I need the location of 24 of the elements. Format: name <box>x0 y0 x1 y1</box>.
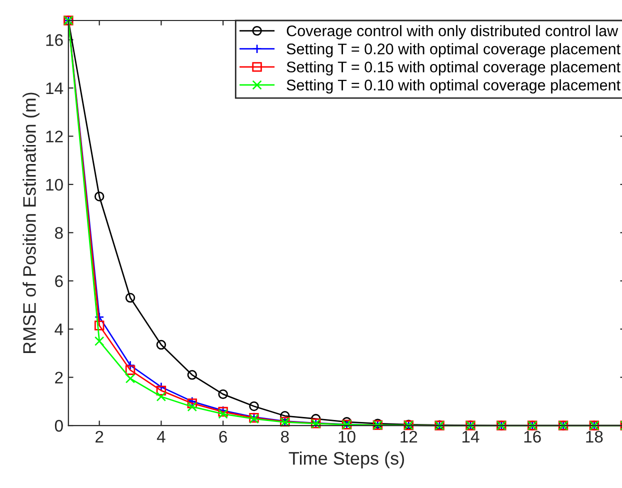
x-tick-label: 2 <box>96 430 104 442</box>
y-tick-label: 12 <box>46 130 63 142</box>
x-tick-label: 6 <box>219 430 227 443</box>
x-tick-label: 8 <box>281 430 289 443</box>
y-tick-label: 8 <box>55 227 63 239</box>
legend-label: Coverage control with only distributed control law <box>286 25 618 40</box>
x-tick-label: 10 <box>338 430 356 443</box>
legend-label: Setting T = 0.20 with optimal coverage placement <box>286 43 620 58</box>
x-tick-label: 18 <box>586 430 603 443</box>
x-tick-label: 4 <box>156 431 166 442</box>
y-tick-label: 6 <box>55 275 63 288</box>
x-tick-label: 16 <box>524 430 541 443</box>
y-tick-label: 4 <box>54 324 64 336</box>
y-tick-label: 10 <box>46 178 63 191</box>
legend-label: Setting T = 0.15 with optimal coverage placement <box>286 61 620 76</box>
x-axis-title: Time Steps (s) <box>288 451 404 468</box>
y-tick-label: 16 <box>46 34 63 46</box>
x-tick-label: 14 <box>462 431 480 442</box>
legend-label: Setting T = 0.10 with optimal coverage placement <box>286 79 620 94</box>
y-axis-title: RMSE of Position Estimation (m) <box>22 92 40 353</box>
y-tick-label: 0 <box>54 420 63 432</box>
x-tick-label: 12 <box>400 430 418 442</box>
y-tick-label: 14 <box>46 82 64 94</box>
y-tick-label: 2 <box>55 372 63 384</box>
